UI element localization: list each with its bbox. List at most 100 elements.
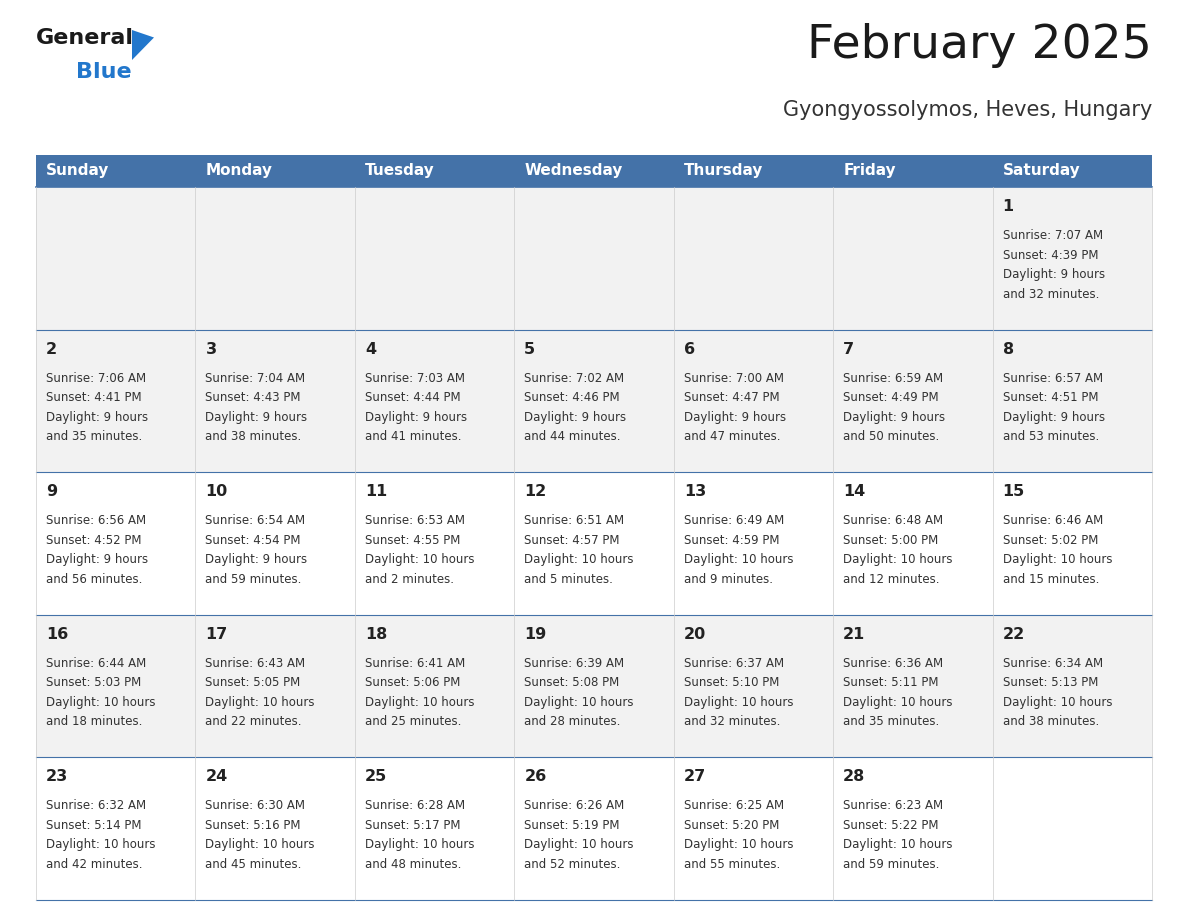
Text: 4: 4 (365, 341, 375, 356)
Text: Sunset: 4:51 PM: Sunset: 4:51 PM (1003, 391, 1098, 404)
Text: Sunset: 5:06 PM: Sunset: 5:06 PM (365, 677, 460, 689)
Text: 20: 20 (684, 627, 706, 642)
Bar (514, 155, 674, 187)
Text: 19: 19 (524, 627, 546, 642)
Text: Sunset: 5:00 PM: Sunset: 5:00 PM (843, 533, 939, 547)
Text: Sunrise: 6:54 AM: Sunrise: 6:54 AM (206, 514, 305, 527)
Text: Sunset: 4:39 PM: Sunset: 4:39 PM (1003, 249, 1098, 262)
Text: Daylight: 10 hours: Daylight: 10 hours (843, 696, 953, 709)
Text: Thursday: Thursday (684, 163, 763, 178)
Bar (674, 757, 833, 900)
Bar (833, 187, 992, 330)
Text: and 56 minutes.: and 56 minutes. (46, 573, 143, 586)
Bar (355, 330, 514, 472)
Text: Sunset: 5:19 PM: Sunset: 5:19 PM (524, 819, 620, 832)
Text: Daylight: 9 hours: Daylight: 9 hours (843, 410, 946, 423)
Bar (196, 155, 355, 187)
Bar (992, 330, 1152, 472)
Text: Sunrise: 7:03 AM: Sunrise: 7:03 AM (365, 372, 465, 385)
Text: Sunset: 4:54 PM: Sunset: 4:54 PM (206, 533, 301, 547)
Text: Daylight: 10 hours: Daylight: 10 hours (843, 554, 953, 566)
Text: Sunset: 4:57 PM: Sunset: 4:57 PM (524, 533, 620, 547)
Text: and 59 minutes.: and 59 minutes. (206, 573, 302, 586)
Text: Daylight: 9 hours: Daylight: 9 hours (206, 554, 308, 566)
Bar (514, 757, 674, 900)
Text: Daylight: 9 hours: Daylight: 9 hours (206, 410, 308, 423)
Text: Sunset: 5:05 PM: Sunset: 5:05 PM (206, 677, 301, 689)
Bar (355, 615, 514, 757)
Text: Sunrise: 7:07 AM: Sunrise: 7:07 AM (1003, 229, 1102, 242)
Bar (196, 330, 355, 472)
Text: 5: 5 (524, 341, 536, 356)
Text: Sunrise: 6:43 AM: Sunrise: 6:43 AM (206, 656, 305, 670)
Text: Sunrise: 6:56 AM: Sunrise: 6:56 AM (46, 514, 146, 527)
Text: and 55 minutes.: and 55 minutes. (684, 858, 781, 871)
Text: 11: 11 (365, 484, 387, 499)
Text: Sunset: 4:43 PM: Sunset: 4:43 PM (206, 391, 301, 404)
Text: Daylight: 10 hours: Daylight: 10 hours (524, 838, 633, 851)
Text: Sunrise: 6:28 AM: Sunrise: 6:28 AM (365, 800, 465, 812)
Text: Sunrise: 6:32 AM: Sunrise: 6:32 AM (46, 800, 146, 812)
Text: Sunrise: 6:37 AM: Sunrise: 6:37 AM (684, 656, 784, 670)
Text: 28: 28 (843, 769, 865, 784)
Text: Daylight: 10 hours: Daylight: 10 hours (524, 696, 633, 709)
Text: Daylight: 10 hours: Daylight: 10 hours (684, 696, 794, 709)
Text: 10: 10 (206, 484, 228, 499)
Text: Sunrise: 6:41 AM: Sunrise: 6:41 AM (365, 656, 466, 670)
Text: Sunset: 4:47 PM: Sunset: 4:47 PM (684, 391, 779, 404)
Text: Daylight: 10 hours: Daylight: 10 hours (206, 696, 315, 709)
Text: 14: 14 (843, 484, 865, 499)
Bar (514, 330, 674, 472)
Text: Sunrise: 6:59 AM: Sunrise: 6:59 AM (843, 372, 943, 385)
Text: Sunrise: 6:26 AM: Sunrise: 6:26 AM (524, 800, 625, 812)
Text: and 44 minutes.: and 44 minutes. (524, 431, 621, 443)
Text: 17: 17 (206, 627, 228, 642)
Text: 26: 26 (524, 769, 546, 784)
Bar (992, 472, 1152, 615)
Text: and 48 minutes.: and 48 minutes. (365, 858, 461, 871)
Bar (833, 155, 992, 187)
Bar (196, 757, 355, 900)
Text: Sunrise: 7:06 AM: Sunrise: 7:06 AM (46, 372, 146, 385)
Text: Daylight: 9 hours: Daylight: 9 hours (46, 554, 148, 566)
Text: Sunrise: 7:04 AM: Sunrise: 7:04 AM (206, 372, 305, 385)
Bar (36, 155, 1152, 159)
Text: 9: 9 (46, 484, 57, 499)
Bar (674, 187, 833, 330)
Bar (36, 187, 196, 330)
Text: 21: 21 (843, 627, 865, 642)
Bar (514, 472, 674, 615)
Bar (674, 155, 833, 187)
Text: Daylight: 10 hours: Daylight: 10 hours (1003, 554, 1112, 566)
Text: and 25 minutes.: and 25 minutes. (365, 715, 461, 728)
Text: Friday: Friday (843, 163, 896, 178)
Text: Daylight: 10 hours: Daylight: 10 hours (524, 554, 633, 566)
Bar (674, 615, 833, 757)
Bar (36, 155, 196, 187)
Bar (992, 757, 1152, 900)
Text: Daylight: 9 hours: Daylight: 9 hours (524, 410, 626, 423)
Text: Sunset: 4:49 PM: Sunset: 4:49 PM (843, 391, 939, 404)
Text: 6: 6 (684, 341, 695, 356)
Text: Sunset: 5:13 PM: Sunset: 5:13 PM (1003, 677, 1098, 689)
Text: Daylight: 10 hours: Daylight: 10 hours (206, 838, 315, 851)
Text: 24: 24 (206, 769, 228, 784)
Text: Blue: Blue (76, 62, 132, 82)
Text: General: General (36, 28, 134, 48)
Text: and 45 minutes.: and 45 minutes. (206, 858, 302, 871)
Bar (355, 757, 514, 900)
Text: 15: 15 (1003, 484, 1025, 499)
Text: and 9 minutes.: and 9 minutes. (684, 573, 772, 586)
Text: Sunrise: 7:02 AM: Sunrise: 7:02 AM (524, 372, 625, 385)
Text: Sunday: Sunday (46, 163, 109, 178)
Text: Daylight: 9 hours: Daylight: 9 hours (1003, 268, 1105, 281)
Text: and 12 minutes.: and 12 minutes. (843, 573, 940, 586)
Text: Daylight: 9 hours: Daylight: 9 hours (46, 410, 148, 423)
Polygon shape (132, 30, 154, 60)
Text: and 42 minutes.: and 42 minutes. (46, 858, 143, 871)
Text: Daylight: 10 hours: Daylight: 10 hours (365, 696, 474, 709)
Bar (833, 472, 992, 615)
Text: Sunset: 4:55 PM: Sunset: 4:55 PM (365, 533, 460, 547)
Text: 23: 23 (46, 769, 68, 784)
Text: Sunrise: 6:30 AM: Sunrise: 6:30 AM (206, 800, 305, 812)
